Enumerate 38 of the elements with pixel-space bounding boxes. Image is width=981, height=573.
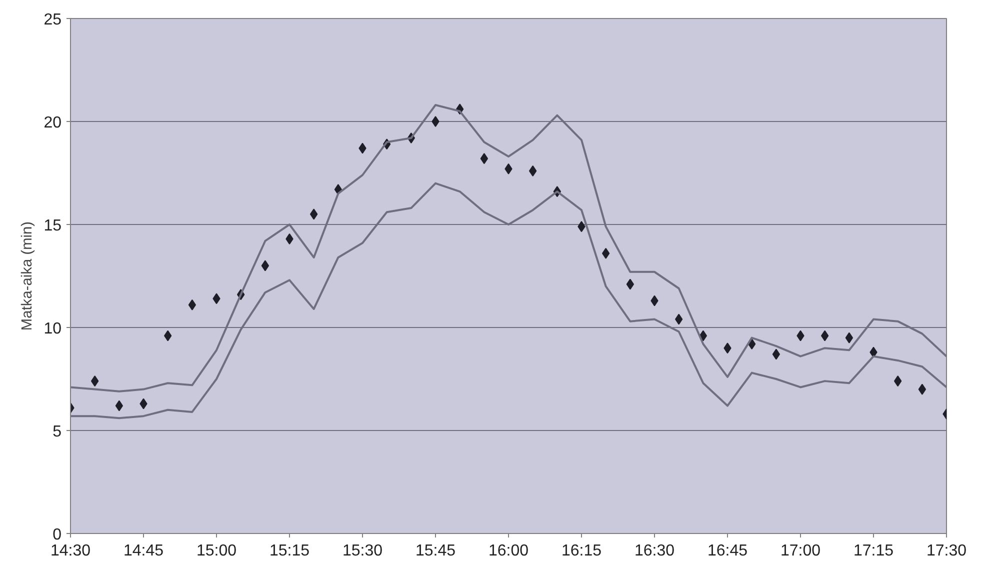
y-axis-title: Matka-aika (min) [20,221,36,331]
x-tick-label: 17:00 [780,542,821,560]
y-tick-label: 20 [44,114,62,132]
y-tick-label: 15 [44,218,62,234]
point [310,208,318,220]
point [164,330,172,342]
point [188,299,196,310]
x-tick-label: 17:15 [853,542,894,560]
x-tick-label: 15:30 [342,542,383,560]
point [261,260,270,272]
x-tick-label: 15:15 [269,542,310,560]
point [626,278,634,290]
point [772,348,780,360]
point [674,314,683,325]
x-tick-label: 17:30 [926,542,967,560]
point [845,332,854,344]
x-tick-label: 15:45 [415,542,456,560]
point [528,165,537,176]
point [918,384,926,395]
x-tick-label: 16:30 [634,542,675,560]
y-tick-label: 10 [44,320,62,338]
y-tick-label: 25 [44,12,62,28]
x-tick-label: 14:30 [50,542,91,560]
point [90,376,99,387]
y-tick-label: 0 [52,526,62,544]
x-tick-label: 16:00 [488,542,529,560]
x-tick-label: 14:45 [123,542,164,560]
y-tick-label: 5 [52,424,62,440]
point [820,330,829,342]
point [432,116,440,127]
point [115,400,124,412]
point [699,330,708,342]
point [480,153,488,164]
x-tick-label: 16:45 [707,542,748,560]
point [894,376,902,387]
point [602,248,610,259]
x-tick-label: 16:15 [561,542,602,560]
x-tick-label: 15:00 [196,542,237,560]
